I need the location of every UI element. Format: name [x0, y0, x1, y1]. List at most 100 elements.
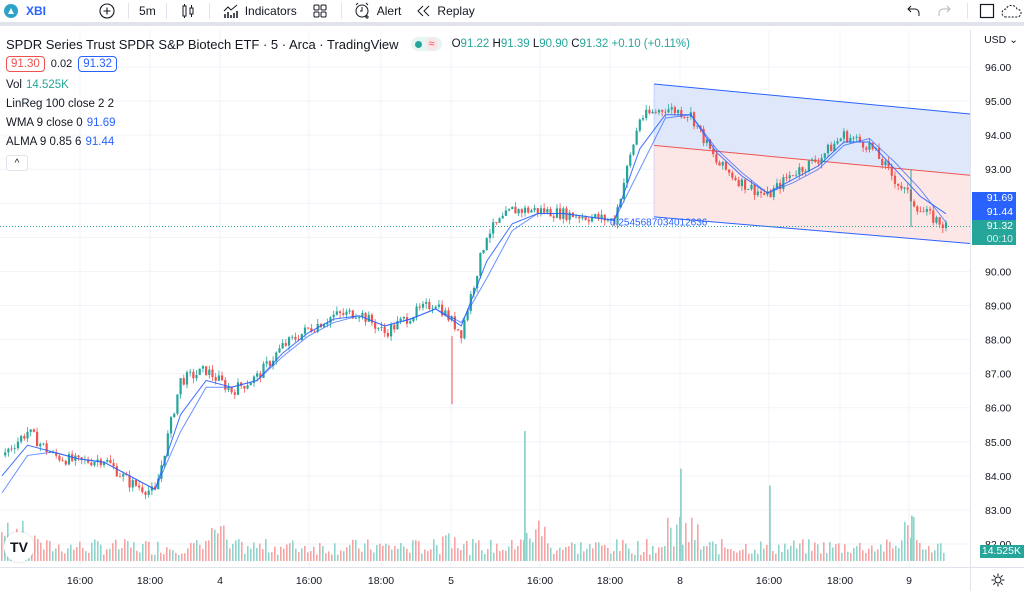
sell-price-button[interactable]: 91.30 [6, 56, 45, 72]
indicator-alma[interactable]: ALMA 9 0.85 6 91.44 [6, 133, 690, 152]
chevron-up-icon: ^ [14, 157, 20, 169]
gear-icon [991, 573, 1004, 586]
svg-text:8: 8 [677, 575, 683, 587]
svg-text:16:00: 16:00 [296, 575, 322, 587]
toolbar-divider [208, 3, 210, 19]
svg-text:87.00: 87.00 [985, 369, 1011, 381]
time-axis-scale[interactable]: 16:00 18:00 4 16:00 18:00 5 16:00 18:00 8 16:00 18… [0, 568, 970, 591]
buy-sell-row: 91.30 0.02 91.32 [6, 56, 690, 72]
price-chart-canvas[interactable]: 0.2545687034012636 [0, 30, 979, 567]
toolbar-divider [128, 3, 130, 19]
top-toolbar: XBI 5m Indicators [0, 0, 1024, 26]
svg-text:18:00: 18:00 [137, 575, 163, 587]
svg-text:86.00: 86.00 [985, 403, 1011, 415]
add-symbol-icon [96, 0, 118, 22]
svg-text:90.00: 90.00 [985, 266, 1011, 278]
svg-text:16:00: 16:00 [756, 575, 782, 587]
redo-icon[interactable] [933, 0, 955, 22]
toolbar-right-group [903, 0, 1024, 22]
replay-icon [413, 0, 435, 22]
replay-button[interactable]: Replay [407, 0, 480, 22]
indicator-value: 91.69 [86, 117, 116, 129]
low-label: L [532, 38, 540, 50]
alert-label: Alert [376, 4, 402, 18]
svg-text:83.00: 83.00 [985, 505, 1011, 517]
collapse-legend-button[interactable]: ^ [6, 155, 28, 171]
indicator-value: 91.44 [85, 136, 115, 148]
open-value: 91.22 [460, 38, 490, 50]
svg-text:88.00: 88.00 [985, 335, 1011, 347]
alert-button[interactable]: Alert [346, 0, 408, 22]
alert-clock-icon [352, 0, 374, 22]
cloud-save-icon[interactable] [1000, 0, 1024, 22]
indicator-wma[interactable]: WMA 9 close 0 91.69 [6, 114, 690, 133]
svg-text:18:00: 18:00 [597, 575, 623, 587]
indicator-name: WMA 9 close 0 [6, 117, 83, 129]
last-price-tag: 91.32 [972, 220, 1016, 233]
toolbar-divider [967, 3, 968, 19]
svg-text:89.00: 89.00 [985, 301, 1011, 313]
indicator-name: Vol [6, 79, 22, 91]
chart-settings-button[interactable] [970, 567, 1024, 591]
indicator-name: LinReg 100 close 2 2 [6, 98, 115, 110]
svg-text:9: 9 [906, 575, 912, 587]
delayed-data-icon: ≈ [425, 38, 438, 50]
svg-text:16:00: 16:00 [67, 575, 93, 587]
symbol-description[interactable]: SPDR Series Trust SPDR S&P Biotech ETF ·… [6, 36, 399, 52]
symbol-search-button[interactable]: XBI [0, 0, 52, 22]
price-axis-scale[interactable]: 96.00 95.00 94.00 93.00 90.00 89.00 88.00 87.00… [971, 30, 1024, 567]
indicators-label: Indicators [244, 4, 297, 18]
symbol-label: XBI [26, 4, 47, 18]
layout-grid-icon [309, 0, 331, 22]
svg-text:16:00: 16:00 [527, 575, 553, 587]
svg-text:95.00: 95.00 [985, 96, 1011, 108]
currency-label: USD [984, 34, 1007, 46]
volume-tag: 14.525K [980, 545, 1024, 558]
ohlc-values: O91.22 H91.39 L90.90 C91.32 +0.10 (+0.11… [452, 38, 690, 50]
buy-price-button[interactable]: 91.32 [78, 56, 117, 72]
price-axis[interactable]: 96.00 95.00 94.00 93.00 90.00 89.00 88.00 87.00… [970, 30, 1024, 567]
low-value: 90.90 [539, 38, 569, 50]
svg-text:5: 5 [448, 575, 454, 587]
close-value: 91.32 [579, 38, 609, 50]
svg-text:85.00: 85.00 [985, 437, 1011, 449]
spread-value: 0.02 [50, 58, 73, 70]
svg-text:94.00: 94.00 [985, 130, 1011, 142]
chart-pane[interactable]: 0.2545687034012636 [0, 30, 979, 567]
bar-countdown-tag: 00:10 [972, 233, 1016, 245]
currency-selector[interactable]: USD ⌄ [984, 34, 1018, 46]
indicator-vol[interactable]: Vol 14.525K [6, 76, 690, 95]
svg-text:18:00: 18:00 [827, 575, 853, 587]
interval-button[interactable]: 5m [139, 4, 156, 18]
layout-button[interactable] [303, 0, 337, 22]
market-open-dot-icon [414, 40, 422, 48]
svg-text:4: 4 [217, 575, 223, 587]
close-label: C [571, 38, 580, 50]
symbol-logo-icon [4, 4, 18, 18]
alma-price-tag: 91.44 [972, 206, 1016, 220]
market-status-pill[interactable]: ≈ [410, 37, 442, 51]
svg-text:84.00: 84.00 [985, 471, 1011, 483]
toolbar-divider [165, 3, 167, 19]
compare-add-symbol-button[interactable] [90, 0, 124, 22]
svg-text:18:00: 18:00 [368, 575, 394, 587]
undo-icon[interactable] [903, 0, 925, 22]
svg-text:0.2545687034012636: 0.2545687034012636 [610, 217, 708, 228]
replay-label: Replay [437, 4, 475, 18]
time-axis[interactable]: 16:00 18:00 4 16:00 18:00 5 16:00 18:00 8 16:00 18… [0, 567, 970, 591]
chevron-down-icon: ⌄ [1009, 34, 1018, 46]
open-label: O [451, 38, 461, 50]
indicators-icon [220, 0, 242, 22]
toolbar-divider [340, 3, 342, 19]
change-value: +0.10 (+0.11%) [611, 38, 690, 50]
indicators-button[interactable]: Indicators [214, 0, 303, 22]
svg-text:93.00: 93.00 [985, 164, 1011, 176]
tradingview-logo-icon[interactable]: TV [4, 532, 34, 562]
indicator-linreg[interactable]: LinReg 100 close 2 2 [6, 95, 690, 114]
indicator-value: 14.525K [26, 79, 69, 91]
chart-type-button[interactable] [171, 0, 205, 22]
fullscreen-icon[interactable] [976, 0, 998, 22]
high-value: 91.39 [500, 38, 530, 50]
svg-text:96.00: 96.00 [985, 62, 1011, 74]
